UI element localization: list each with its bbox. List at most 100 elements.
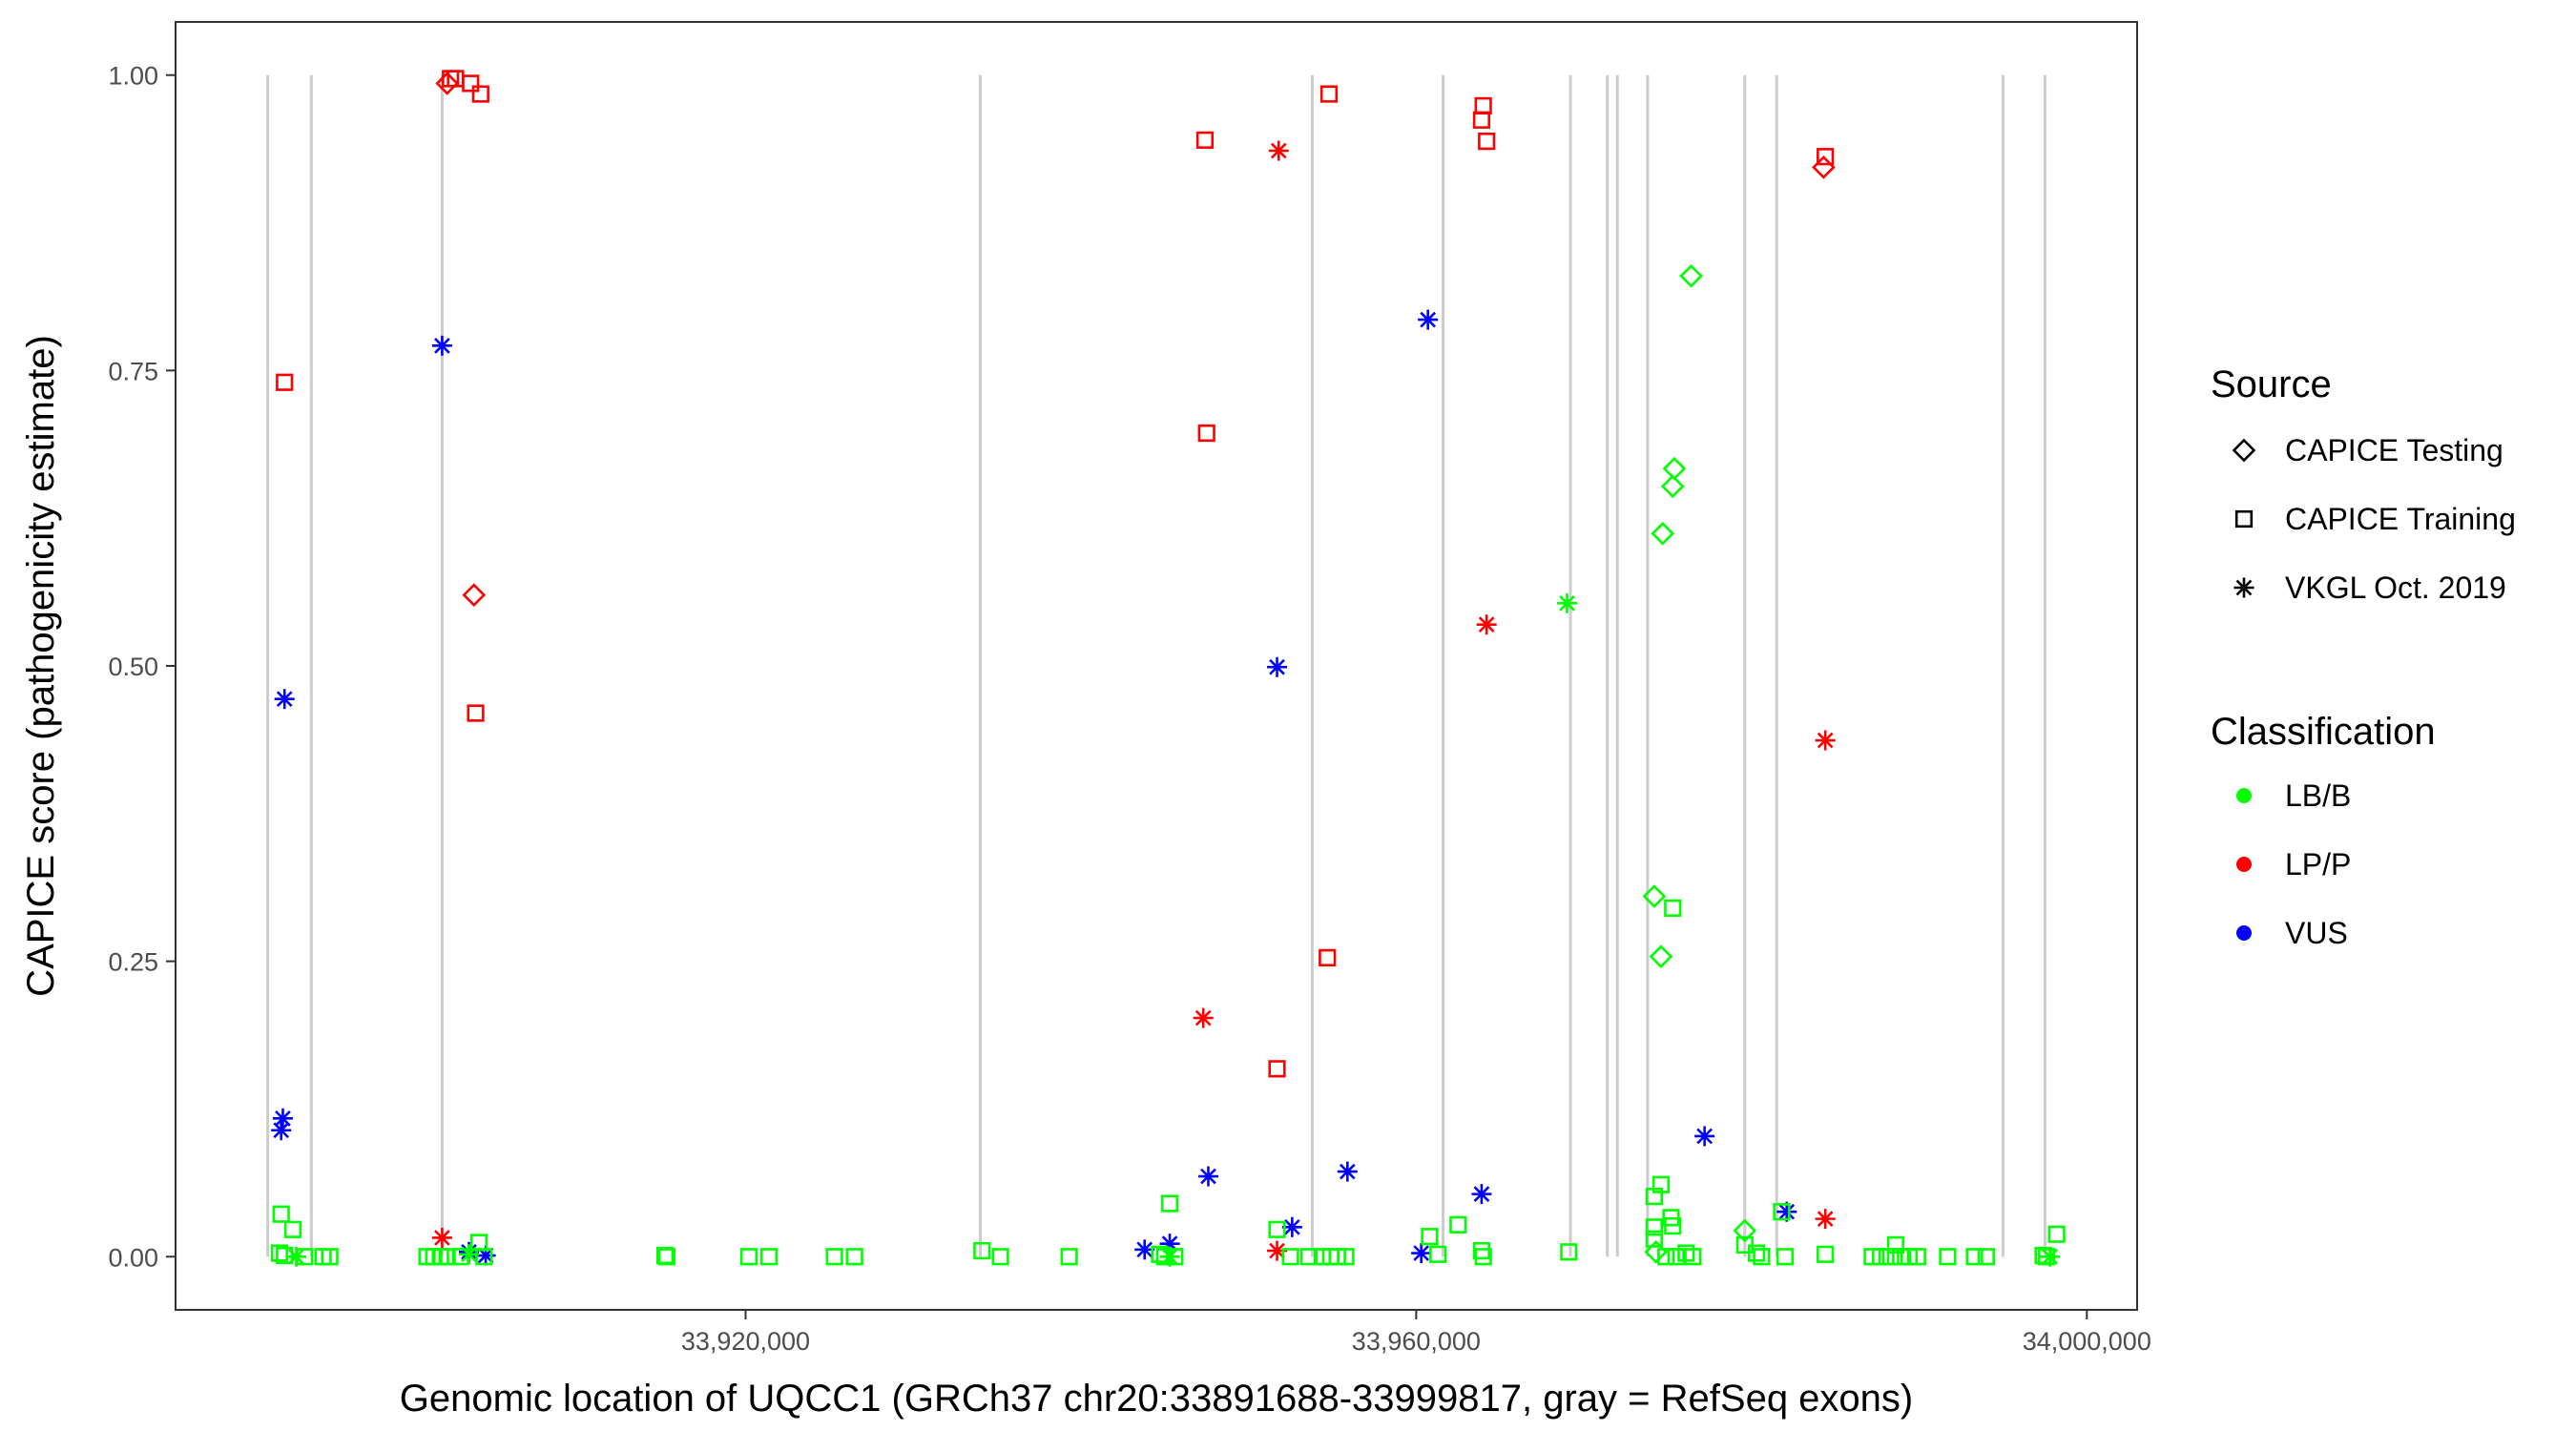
data-point [1645,1188,1664,1206]
diamond-marker [1651,521,1675,546]
data-point [991,1248,1009,1266]
square-marker [973,1241,991,1260]
asterisk-stroke [2235,579,2253,596]
asterisk-stroke [434,1230,450,1246]
square-marker [1449,1215,1467,1234]
data-point [1411,1243,1432,1264]
data-point [1939,1248,1957,1266]
square-marker [462,74,480,93]
data-point [1817,1245,1835,1263]
data-point [1733,1218,1757,1243]
square-marker [1319,85,1339,103]
data-point [1881,1248,1900,1266]
square-marker [283,1220,302,1238]
legend-class-dot [2236,857,2252,872]
square-marker [1299,1248,1319,1266]
square-marker [2047,1225,2066,1243]
square-marker [1645,1230,1664,1248]
legend-class-dot [2236,925,2252,941]
square-marker [1817,148,1835,166]
legend-class-label: LB/B [2285,778,2351,813]
data-point [467,704,485,722]
square-marker [1684,1248,1702,1266]
asterisk-stroke [1161,1248,1178,1265]
data-point [1193,1007,1214,1028]
asterisk-stroke [1339,1163,1356,1180]
data-point [1649,944,1673,969]
square-marker [1773,1203,1791,1221]
data-point [1694,1126,1715,1147]
data-point [1429,1245,1447,1263]
asterisk-stroke [1696,1128,1713,1145]
data-point [462,74,480,93]
square-marker [1472,111,1491,129]
data-point [1197,424,1215,443]
asterisk-stroke [1817,732,1834,749]
square-marker [1281,1248,1299,1266]
square-marker [1421,1228,1439,1246]
data-point [825,1248,843,1266]
square-marker [1319,948,1337,967]
x-tick-label: 33,920,000 [681,1327,810,1356]
square-marker [1474,1248,1492,1266]
square-marker [276,373,294,391]
square-marker [1429,1245,1447,1263]
data-point [1281,1248,1299,1266]
data-point [1160,1194,1179,1213]
y-tick-label: 0.75 [108,357,158,385]
asterisk-stroke [1269,1242,1285,1259]
legend-classification-title: Classification [2211,711,2436,753]
square-marker [1664,1216,1682,1235]
data-point [1651,521,1675,546]
data-point [1667,1248,1685,1266]
square-marker [1197,424,1215,443]
data-point [1319,85,1339,103]
data-point [1060,1248,1078,1266]
data-point [1471,1184,1492,1205]
data-point [274,689,295,710]
square-marker [1748,1244,1766,1262]
data-point [1684,1248,1702,1266]
y-tick-label: 0.25 [108,948,158,977]
diamond-marker [1679,263,1703,288]
square-marker [1817,1245,1835,1263]
data-point [1134,1239,1155,1260]
data-point [462,583,487,608]
square-marker [438,1248,456,1266]
asterisk-stroke [1473,1186,1490,1202]
data-point [739,1248,758,1266]
exon-lines [266,74,2046,1257]
square-marker [759,1248,779,1266]
square-marker [825,1248,843,1266]
square-marker [845,1248,863,1266]
data-point [1421,1228,1439,1246]
data-point [1418,309,1439,330]
square-marker [1268,1220,1286,1238]
asterisk-stroke [434,338,450,354]
legend: Source CAPICE Testing CAPICE Training VKGL… [2211,363,2516,950]
square-marker [1645,1218,1664,1236]
y-tick-label: 0.50 [108,653,158,681]
diamond-marker [1642,884,1667,908]
x-axis-title: Genomic location of UQCC1 (GRCh37 chr20:… [400,1378,1913,1420]
data-point [1753,1248,1771,1266]
data-point [435,72,460,95]
data-point [321,1248,339,1266]
asterisk-stroke [1817,1211,1834,1227]
data-point [1449,1215,1467,1234]
data-point [1886,1235,1905,1254]
asterisk-stroke [276,691,293,708]
data-point [1642,884,1667,908]
data-point [271,1120,292,1141]
data-point [296,1248,314,1266]
data-point [2040,1246,2061,1267]
data-point [1195,131,1215,149]
square-marker [1160,1194,1179,1213]
data-point [1664,1216,1682,1235]
square-marker [1664,899,1682,917]
data-point [845,1248,863,1266]
square-marker [2234,509,2254,529]
data-point [1776,1248,1795,1266]
data-point [657,1248,675,1266]
data-point [973,1241,991,1260]
